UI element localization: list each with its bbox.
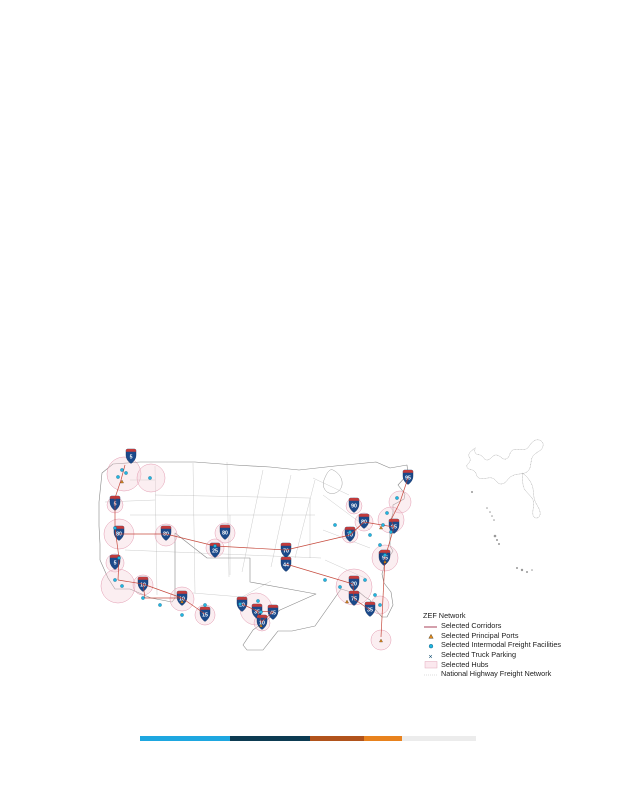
svg-text:80: 80 xyxy=(116,532,122,538)
svg-text:×: × xyxy=(429,654,433,660)
svg-text:5: 5 xyxy=(130,455,133,461)
svg-text:80: 80 xyxy=(222,531,228,537)
svg-text:25: 25 xyxy=(212,549,218,555)
svg-text:35: 35 xyxy=(254,610,260,616)
svg-text:20: 20 xyxy=(351,582,357,588)
svg-text:15: 15 xyxy=(202,613,208,619)
svg-text:5: 5 xyxy=(114,561,117,567)
svg-text:44: 44 xyxy=(283,563,289,569)
svg-text:90: 90 xyxy=(351,504,357,510)
